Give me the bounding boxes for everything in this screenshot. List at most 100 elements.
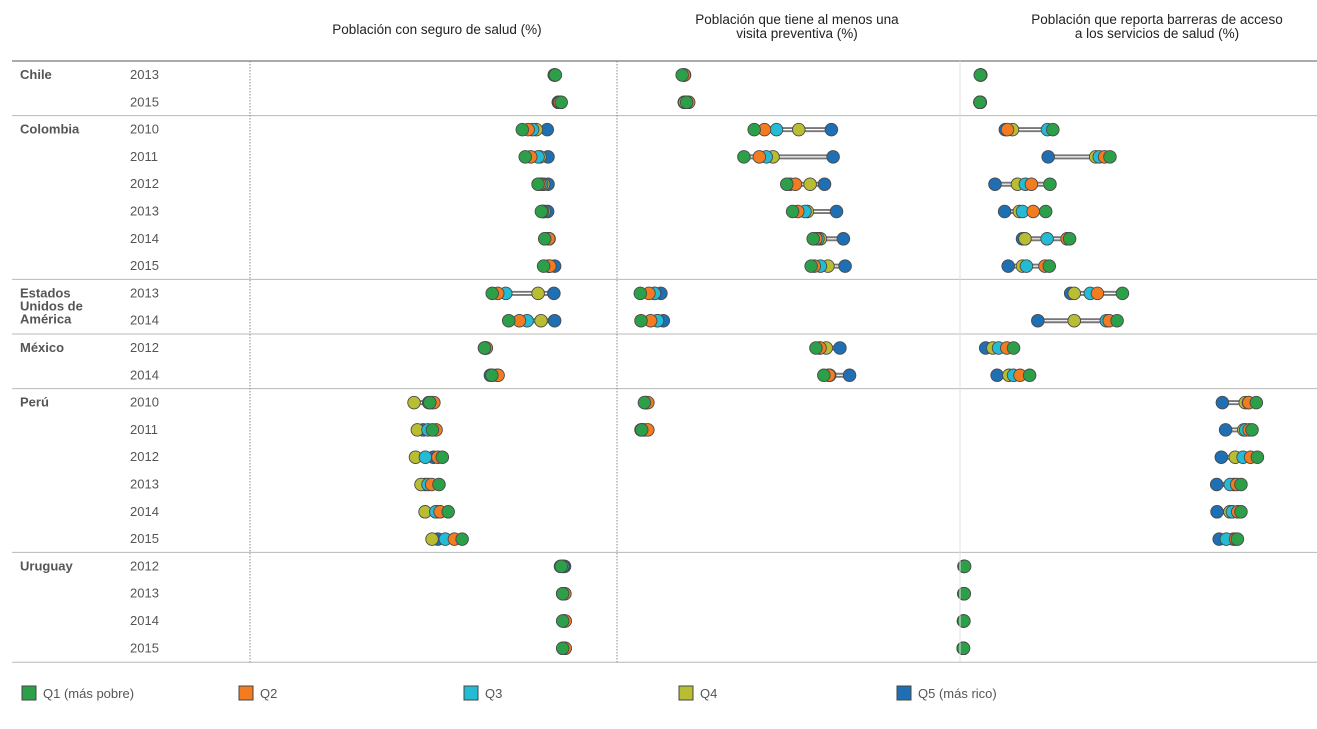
dot-q1	[817, 368, 831, 383]
dot-q1	[780, 177, 794, 191]
year-label: 2013	[130, 67, 159, 82]
dot-q1	[534, 204, 549, 219]
dot-q1	[477, 341, 492, 355]
dot-q1	[1245, 423, 1259, 437]
country-label: México	[20, 340, 64, 355]
dot-q1	[455, 532, 469, 546]
dot-q1	[518, 150, 533, 164]
dot-q1	[1006, 341, 1021, 355]
dot-q4	[531, 286, 545, 301]
legend-swatch	[678, 685, 694, 701]
dot-q1	[555, 614, 570, 628]
dot-q1	[633, 286, 648, 301]
dot-q1	[1234, 477, 1248, 492]
panel-title-1: Población con seguro de salud (%)	[332, 22, 541, 37]
dot-q5	[988, 177, 1002, 191]
dot-q1	[957, 586, 972, 601]
dot-q1	[1110, 313, 1124, 328]
dot-q1	[957, 614, 971, 628]
dot-q1	[1042, 259, 1056, 273]
dot-q1	[637, 395, 652, 410]
year-label: 2015	[130, 531, 159, 546]
dot-q1	[804, 259, 818, 273]
dot-q1	[1234, 505, 1248, 519]
panel-title-2: visita preventiva (%)	[736, 26, 858, 41]
dot-q1	[1062, 232, 1077, 246]
year-label: 2014	[130, 313, 159, 328]
dot-q1	[634, 423, 649, 437]
year-label: 2015	[130, 258, 159, 273]
dot-q5	[829, 204, 844, 219]
dot-q4	[407, 395, 421, 410]
dot-q1	[1249, 395, 1264, 410]
dot-q5	[1031, 313, 1045, 328]
year-label: 2011	[130, 422, 158, 437]
dot-q4	[792, 122, 806, 137]
year-label: 2010	[130, 122, 159, 137]
year-label: 2014	[130, 504, 159, 519]
dot-q2	[1000, 122, 1015, 137]
legend-swatch	[21, 685, 37, 701]
country-label: Estados	[20, 285, 71, 300]
panel-title-3: Población que reporta barreras de acceso	[1031, 12, 1282, 27]
dot-q1	[747, 122, 761, 137]
dot-q1	[1230, 532, 1245, 546]
dot-q1	[537, 232, 552, 246]
dot-q1	[1115, 286, 1130, 301]
dot-q5	[838, 259, 852, 273]
legend-label: Q5 (más rico)	[918, 686, 997, 701]
dot-q1	[531, 177, 545, 191]
dot-q1	[679, 95, 694, 110]
dot-q1	[554, 95, 568, 110]
dot-q1	[806, 232, 820, 246]
legend-label: Q1 (más pobre)	[43, 686, 134, 701]
year-label: 2012	[130, 176, 159, 191]
legend-swatch	[238, 685, 254, 701]
dot-q5	[842, 368, 857, 383]
legend-label: Q2	[260, 686, 277, 701]
dot-q4	[1018, 232, 1032, 246]
year-label: 2015	[130, 640, 159, 655]
dot-q5	[836, 232, 851, 246]
dot-q1	[441, 505, 455, 519]
dot-q5	[1218, 423, 1233, 437]
dot-q1	[973, 68, 988, 82]
dot-q4	[1067, 313, 1081, 328]
dot-q5	[1214, 450, 1229, 464]
dot-q1	[515, 122, 530, 137]
dot-q5	[547, 313, 562, 328]
dot-q1	[737, 150, 751, 164]
legend-swatch	[463, 685, 479, 701]
dot-q1	[785, 204, 800, 219]
dot-q1	[973, 95, 987, 110]
dot-q3	[1040, 232, 1054, 246]
dot-q1	[1046, 122, 1060, 137]
dot-q1	[1043, 177, 1057, 191]
dot-q1	[435, 450, 450, 464]
dot-q1	[485, 368, 499, 383]
year-label: 2013	[130, 477, 159, 492]
year-label: 2014	[130, 613, 159, 628]
panel-title-2: Población que tiene al menos una	[695, 12, 899, 27]
dot-q5	[1209, 477, 1224, 492]
panel-title-3: a los servicios de salud (%)	[1075, 26, 1239, 41]
dot-q1	[1103, 150, 1117, 164]
dot-q1	[956, 641, 971, 656]
country-label: América	[20, 311, 72, 326]
dot-q2	[1090, 286, 1105, 301]
year-label: 2014	[130, 367, 159, 382]
country-label: Colombia	[20, 122, 80, 137]
year-label: 2013	[130, 285, 159, 300]
dot-q1	[501, 313, 516, 328]
dot-q5	[826, 150, 840, 164]
dot-q4	[803, 177, 817, 191]
dot-q1	[548, 68, 563, 82]
dot-q1	[957, 559, 972, 574]
legend-label: Q4	[700, 686, 717, 701]
year-label: 2013	[130, 204, 159, 219]
dot-q1	[554, 559, 568, 574]
year-label: 2012	[130, 340, 159, 355]
dot-q5	[1210, 505, 1224, 519]
dot-q3	[1019, 259, 1034, 273]
